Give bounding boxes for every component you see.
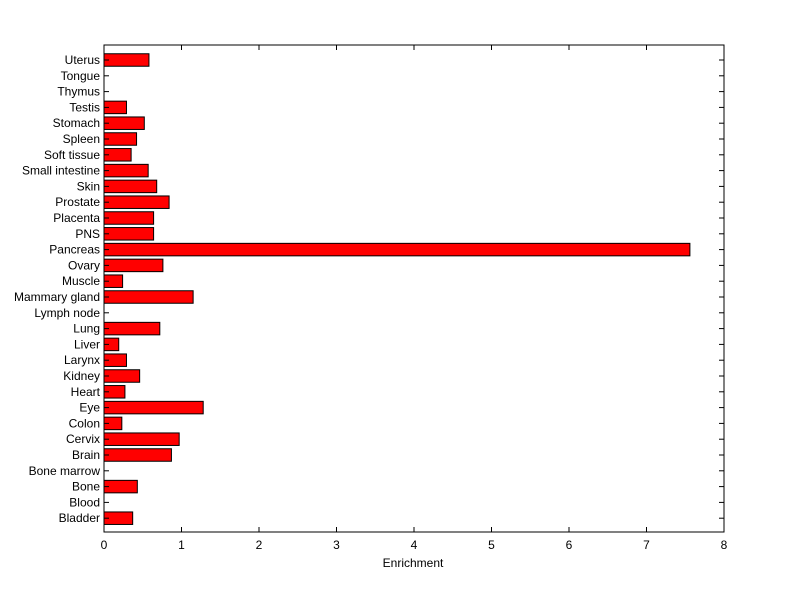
x-tick-label-0: 0 [101,538,108,552]
y-tick-label-stomach: Stomach [53,116,100,130]
y-tick-label-thymus: Thymus [57,85,100,99]
bar-stomach [103,116,145,130]
y-tick-label-cervix: Cervix [66,432,100,446]
y-tick-label-prostate: Prostate [55,195,100,209]
y-tick-label-eye: Eye [79,401,100,415]
x-tick-label-2: 2 [256,538,263,552]
y-tick-label-mammary-gland: Mammary gland [14,290,100,304]
x-tick-label-1: 1 [178,538,185,552]
y-tick-label-testis: Testis [69,100,100,114]
x-axis-label: Enrichment [383,556,444,570]
y-tick-label-soft-tissue: Soft tissue [44,148,100,162]
bar-pns [103,227,155,241]
plot-background [104,45,724,532]
bar-skin [103,179,158,194]
x-tick-label-7: 7 [643,538,650,552]
y-tick-label-placenta: Placenta [53,211,100,225]
bar-brain [103,448,172,462]
y-tick-label-ovary: Ovary [68,258,100,272]
y-tick-label-skin: Skin [77,179,100,193]
bar-prostate [103,195,170,209]
y-tick-label-bone: Bone [72,480,100,494]
x-tick-label-6: 6 [566,538,573,552]
y-tick-label-pns: PNS [75,227,100,241]
x-tick-label-8: 8 [721,538,728,552]
y-tick-label-bladder: Bladder [59,511,100,525]
bar-small-intestine [103,163,149,178]
y-tick-label-colon: Colon [69,416,100,430]
y-tick-label-lung: Lung [73,322,100,336]
x-tick-label-5: 5 [488,538,495,552]
bar-uterus [103,53,150,67]
bar-cervix [103,432,180,446]
bar-kidney [103,369,141,383]
y-tick-label-muscle: Muscle [62,274,100,288]
y-tick-label-spleen: Spleen [63,132,100,146]
x-tick-label-3: 3 [333,538,340,552]
bar-placenta [103,211,155,225]
bar-lung [103,321,161,336]
x-tick-label-4: 4 [411,538,418,552]
y-tick-label-lymph-node: Lymph node [34,306,100,320]
y-tick-label-brain: Brain [72,448,100,462]
y-tick-label-bone-marrow: Bone marrow [29,464,101,478]
y-tick-label-tongue: Tongue [61,69,101,83]
y-tick-label-larynx: Larynx [64,353,100,367]
plot-frame [103,44,725,533]
y-tick-label-liver: Liver [74,337,100,351]
bar-ovary [103,258,164,273]
bar-eye [103,400,204,415]
bar-mammary-gland [103,290,194,304]
y-tick-label-pancreas: Pancreas [49,243,100,257]
y-tick-label-heart: Heart [71,385,101,399]
y-tick-label-small-intestine: Small intestine [22,164,100,178]
y-tick-label-uterus: Uterus [65,53,100,67]
y-tick-label-kidney: Kidney [63,369,100,383]
y-tick-label-blood: Blood [69,495,100,509]
bar-pancreas [103,242,691,257]
